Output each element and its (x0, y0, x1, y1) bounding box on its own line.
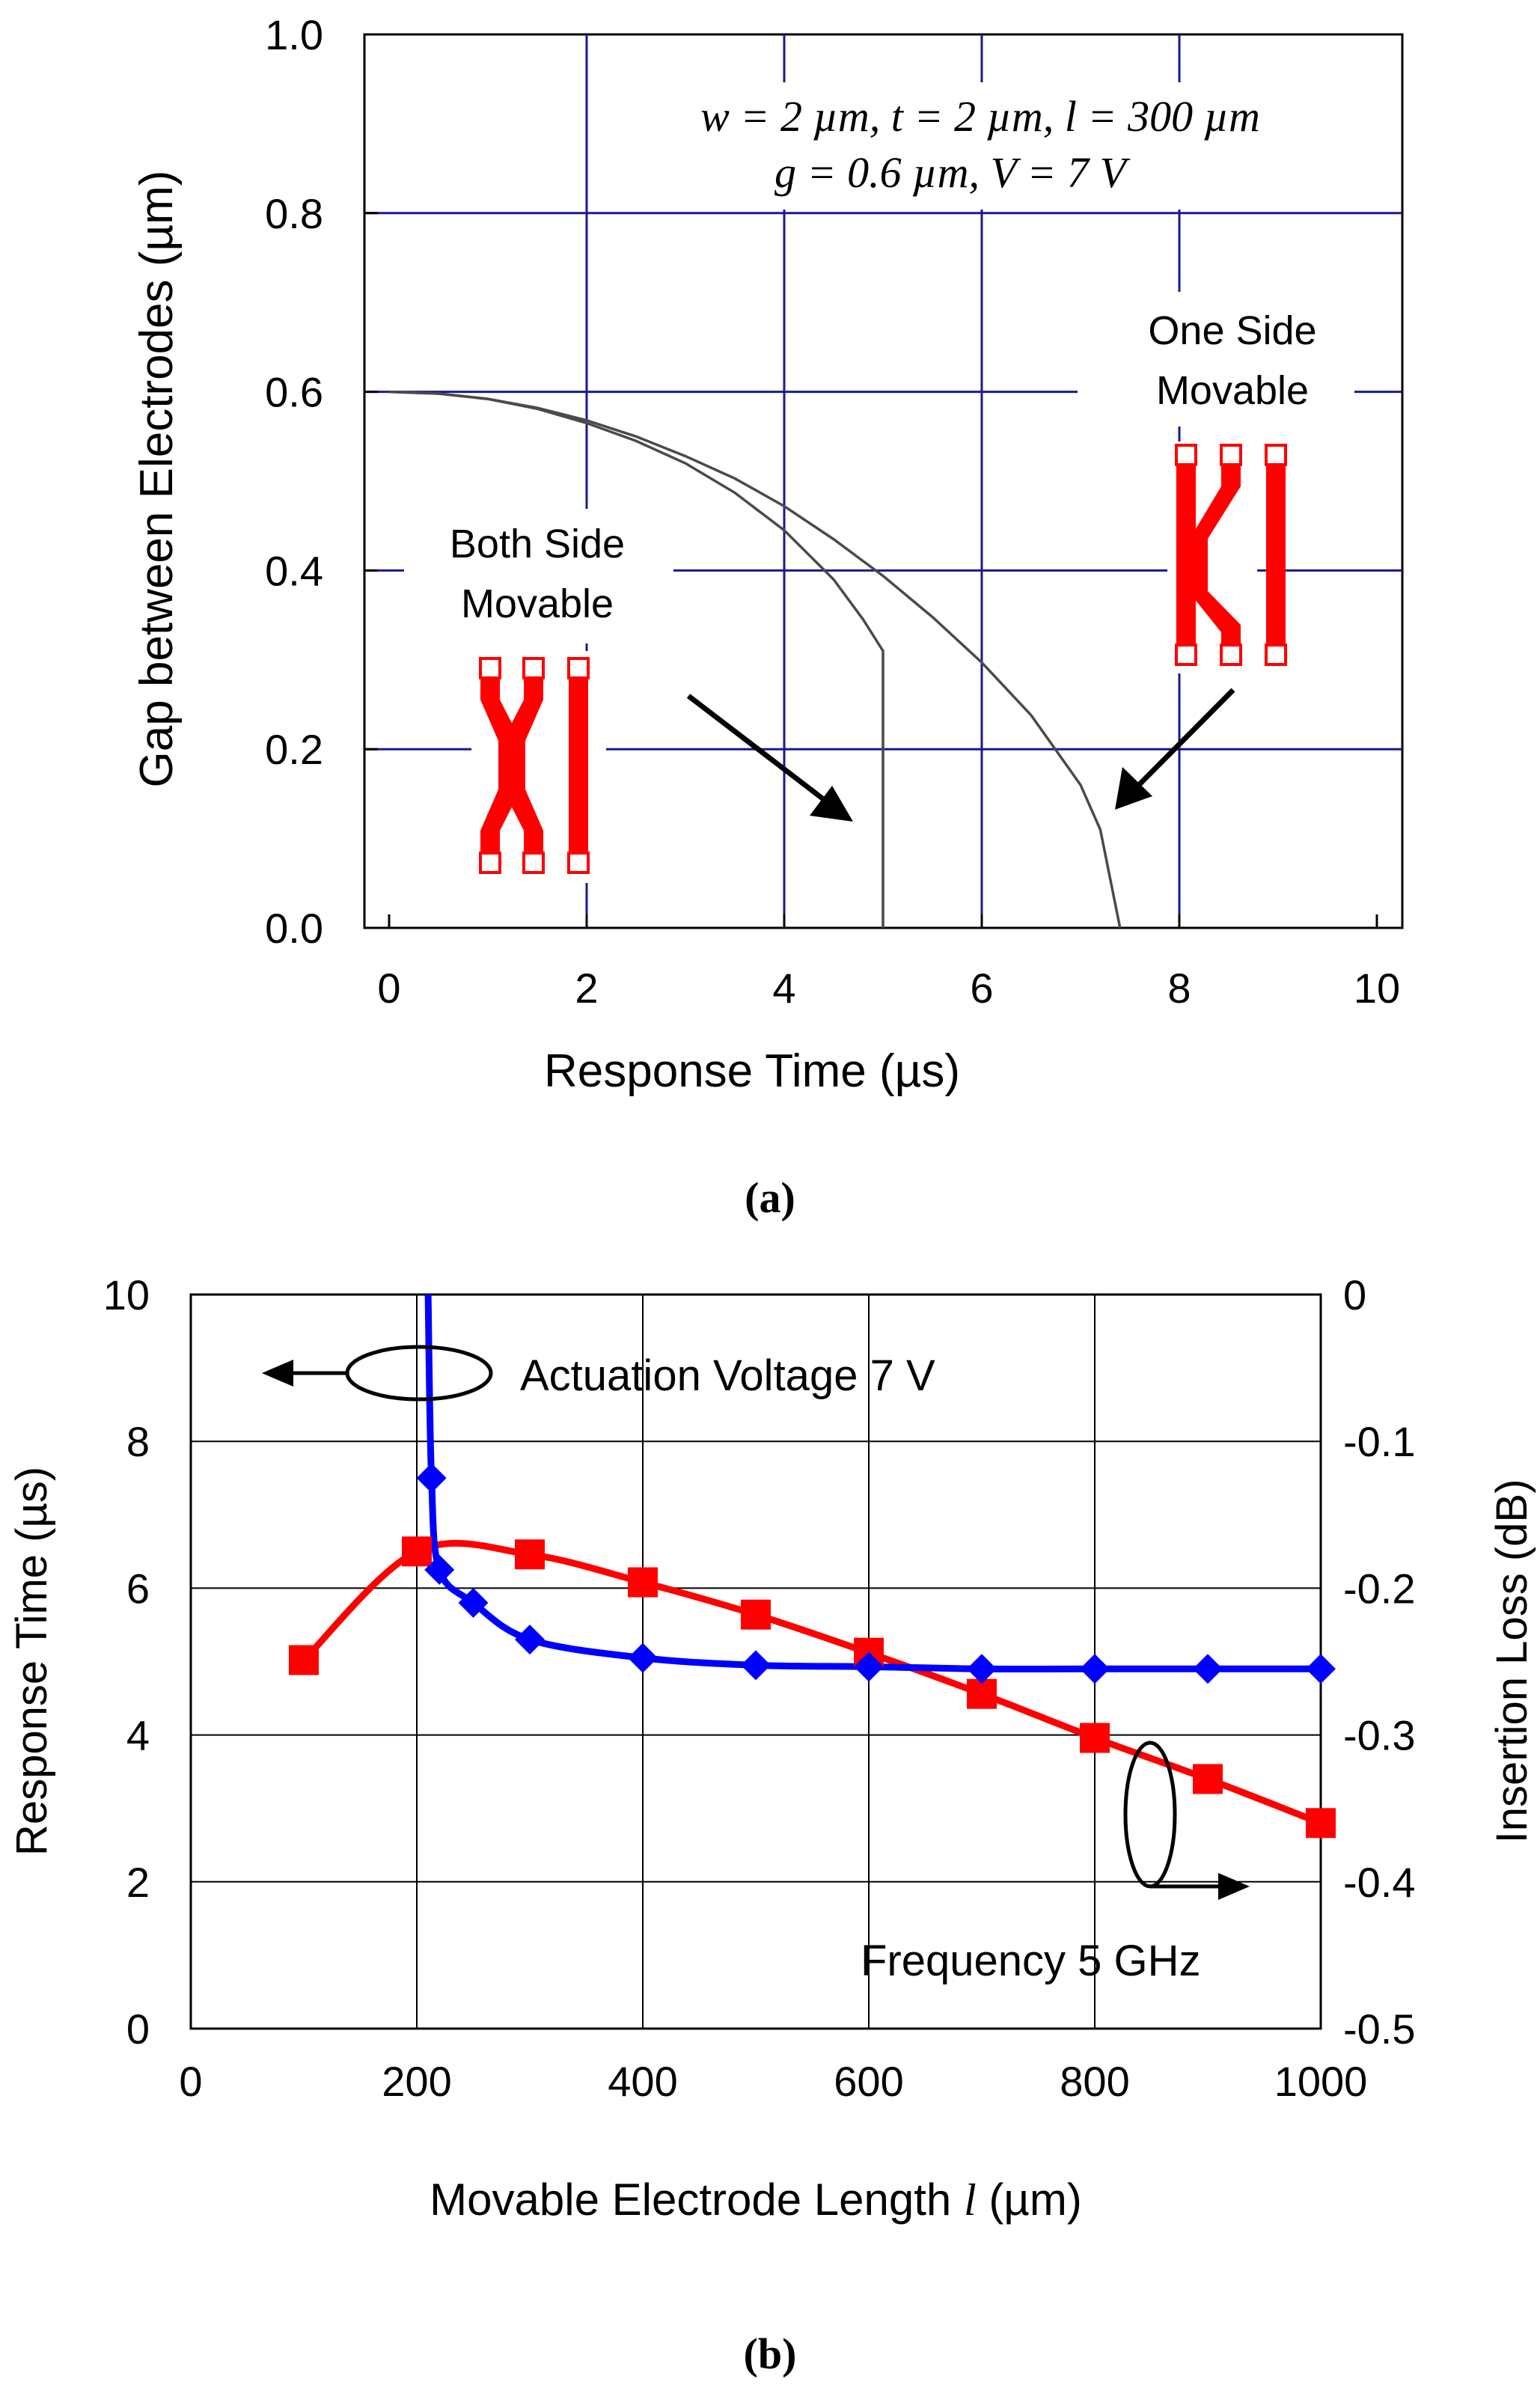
y-tick-label-a: 0.0 (265, 905, 323, 952)
label-both-side-background (404, 509, 673, 644)
y-right-tick-label-b: -0.5 (1343, 2005, 1416, 2053)
curve-one-side-movable (388, 390, 1122, 929)
arrow-one-side (1115, 688, 1235, 810)
label-both-side-line1: Both Side (450, 522, 625, 566)
x-tick-label-a: 4 (772, 965, 795, 1012)
marker-insertion-loss (967, 1678, 997, 1709)
x-axis-label-b: Movable Electrode Length l (µm) (430, 2175, 1082, 2225)
marker-response-time (424, 1554, 455, 1585)
y-left-tick-label-b: 10 (103, 1271, 150, 1318)
y-tick-label-a: 0.8 (265, 190, 323, 237)
y-right-tick-label-b: -0.2 (1343, 1565, 1416, 1612)
x-tick-label-b: 800 (1060, 2058, 1129, 2105)
y-left-tick-label-b: 0 (126, 2005, 150, 2053)
label-one-side-background (1078, 292, 1354, 427)
curves-a (388, 390, 1122, 929)
panel-label-a: (a) (745, 1173, 795, 1222)
y-tick-label-a: 1.0 (265, 11, 323, 58)
y-left-tick-label-b: 6 (126, 1565, 150, 1612)
marker-response-time (458, 1588, 489, 1619)
x-tick-label-b: 0 (179, 2058, 202, 2105)
label-one-side-line1: One Side (1148, 308, 1316, 353)
ticks-b: 0 200 400 600 800 1000 0 2 4 6 8 10 -0.5 -0.4 -0.3 -0.2… (103, 1271, 1416, 2105)
marker-response-time (416, 1463, 447, 1494)
marker-insertion-loss (1306, 1808, 1336, 1839)
marker-insertion-loss (741, 1599, 771, 1630)
marker-insertion-loss (1193, 1764, 1223, 1794)
callout-insertion-loss (1123, 1741, 1250, 1900)
marker-response-time (854, 1651, 884, 1682)
marker-response-time (967, 1654, 997, 1684)
marker-response-time (1080, 1654, 1110, 1684)
x-tick-label-b: 600 (834, 2058, 903, 2105)
x-axis-label-b-unit: (µm) (989, 2175, 1082, 2225)
label-frequency: Frequency 5 GHz (861, 1937, 1201, 1985)
x-tick-label-a: 6 (970, 965, 993, 1012)
y-axis-label-b-right: Insertion Loss (dB) (1488, 1479, 1536, 1844)
y-left-tick-label-b: 8 (126, 1418, 150, 1465)
ticks-a: 0 2 4 6 8 10 0.0 0.2 0.4 0.6 0.8 1.0 (265, 11, 1400, 1012)
y-right-tick-label-b: -0.4 (1343, 1859, 1416, 1906)
panel-b: 0 200 400 600 800 1000 0 2 4 6 8 10 -0.5 -0.4 -0.3 -0.2… (7, 1271, 1536, 2378)
marker-response-time (1306, 1654, 1336, 1684)
y-tick-label-a: 0.2 (265, 726, 323, 773)
y-right-tick-label-b: 0 (1343, 1271, 1366, 1318)
marker-insertion-loss (1080, 1723, 1110, 1753)
marker-response-time (741, 1650, 771, 1681)
marker-response-time (1193, 1654, 1223, 1684)
line-insertion-loss (301, 1539, 1322, 1827)
electrode-both-side-illustration (471, 651, 606, 883)
y-axis-label-b-left: Response Time (µs) (7, 1467, 56, 1856)
marker-insertion-loss (628, 1567, 658, 1598)
label-both-side-line2: Movable (461, 581, 614, 626)
y-right-tick-label-b: -0.1 (1343, 1418, 1416, 1465)
label-one-side-line2: Movable (1156, 368, 1309, 413)
x-axis-label-a: Response Time (µs) (544, 1045, 960, 1097)
line-response-time (424, 1294, 1321, 1673)
marker-insertion-loss (402, 1536, 432, 1567)
panel-label-b: (b) (744, 2329, 797, 2378)
marker-response-time (628, 1642, 658, 1673)
marker-insertion-loss (515, 1539, 545, 1570)
y-axis-label-a: Gap between Electrodes (µm) (131, 171, 183, 788)
panel-a: 0 2 4 6 8 10 0.0 0.2 0.4 0.6 0.8 1.0 w = 2 µm, t = … (131, 11, 1404, 1222)
electrode-one-side-illustration (1167, 441, 1287, 673)
x-tick-label-a: 8 (1167, 965, 1191, 1012)
y-tick-label-a: 0.6 (265, 369, 323, 416)
annotation-a-background (636, 82, 1354, 210)
annotation-a-line1: w = 2 µm, t = 2 µm, l = 300 µm (700, 92, 1260, 141)
x-tick-label-a: 0 (377, 965, 400, 1012)
label-actuation-voltage: Actuation Voltage 7 V (520, 1351, 935, 1400)
marker-response-time (515, 1625, 545, 1655)
y-left-tick-label-b: 4 (126, 1712, 150, 1759)
marker-insertion-loss (289, 1645, 319, 1675)
x-tick-label-b: 400 (608, 2058, 677, 2105)
x-tick-label-a: 2 (575, 965, 598, 1012)
series-b (289, 1294, 1336, 1839)
annotation-a-line2: g = 0.6 µm, V = 7 V (774, 148, 1131, 197)
arrow-both-side (686, 694, 853, 822)
y-right-tick-label-b: -0.3 (1343, 1712, 1416, 1759)
x-axis-label-b-var: l (964, 2175, 977, 2225)
x-tick-label-a: 10 (1354, 965, 1400, 1012)
x-tick-label-b: 200 (382, 2058, 451, 2105)
x-axis-label-b-main: Movable Electrode Length (430, 2175, 951, 2225)
y-left-tick-label-b: 2 (126, 1859, 150, 1906)
callout-response-time (262, 1345, 493, 1402)
y-tick-label-a: 0.4 (265, 547, 323, 594)
x-tick-label-b: 1000 (1274, 2058, 1368, 2105)
